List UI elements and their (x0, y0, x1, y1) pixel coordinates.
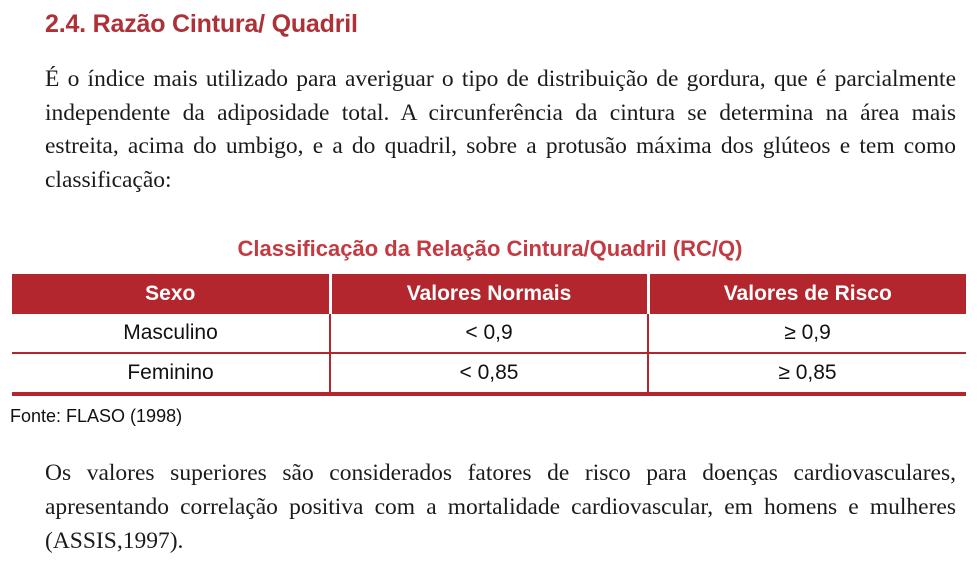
column-header-valores-normais: Valores Normais (328, 274, 648, 314)
column-header-valores-de-risco: Valores de Risco (646, 274, 966, 314)
cell-normal-masculino: < 0,9 (329, 314, 648, 354)
table-header-row: Sexo Valores Normais Valores de Risco (12, 274, 966, 314)
cell-sexo-feminino: Feminino (12, 353, 330, 396)
section-heading: 2.4. Razão Cintura/ Quadril (45, 10, 358, 38)
cell-normal-feminino: < 0,85 (329, 353, 648, 396)
table-title: Classificação da Relação Cintura/Quadril… (237, 236, 743, 261)
cell-sexo-masculino: Masculino (12, 314, 330, 354)
table-row: Feminino < 0,85 ≥ 0,85 (12, 353, 966, 396)
classification-table: Sexo Valores Normais Valores de Risco Ma… (12, 274, 966, 396)
closing-paragraph: Os valores superiores são considerados f… (45, 460, 956, 554)
column-header-sexo: Sexo (12, 274, 330, 314)
cell-risco-feminino: ≥ 0,85 (647, 353, 966, 396)
table-row: Masculino < 0,9 ≥ 0,9 (12, 314, 966, 354)
cell-risco-masculino: ≥ 0,9 (647, 314, 966, 354)
source-note: Fonte: FLASO (1998) (10, 406, 183, 426)
intro-paragraph: É o índice mais utilizado para averiguar… (45, 66, 956, 193)
